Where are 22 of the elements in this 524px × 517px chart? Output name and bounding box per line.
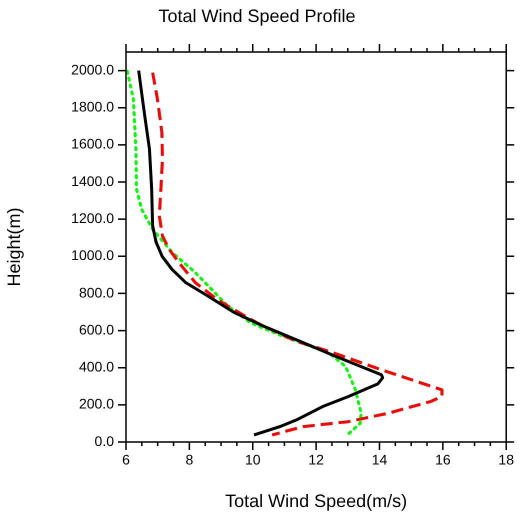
y-tick-label: 1200.0 — [71, 210, 114, 226]
x-tick-label: 10 — [244, 451, 261, 468]
x-axis-title: Total Wind Speed(m/s) — [225, 491, 408, 512]
x-tick-label: 16 — [435, 451, 451, 468]
y-axis-title: Height(m) — [4, 207, 24, 287]
y-tick-label: 1800.0 — [71, 98, 114, 115]
y-tick-label: 1000.0 — [71, 247, 114, 264]
line-series — [151, 71, 444, 436]
y-tick-label: 1600.0 — [71, 136, 114, 152]
y-tick-label: 400.0 — [78, 358, 114, 375]
chart-title: Total Wind Speed Profile — [158, 6, 356, 26]
x-tick-label: 12 — [308, 451, 324, 468]
y-tick-label: 600.0 — [78, 321, 114, 338]
x-tick-label: 6 — [122, 451, 130, 468]
y-tick-label: 800.0 — [78, 284, 114, 300]
y-tick-label: 2000.0 — [71, 61, 114, 78]
y-tick-label: 200.0 — [78, 396, 114, 412]
y-tick-label: 1400.0 — [71, 172, 114, 189]
x-tick-label: 14 — [372, 451, 388, 468]
x-tick-label: 8 — [185, 451, 194, 468]
y-tick-label: 0.0 — [94, 432, 114, 449]
x-tick-label: 18 — [498, 451, 514, 468]
